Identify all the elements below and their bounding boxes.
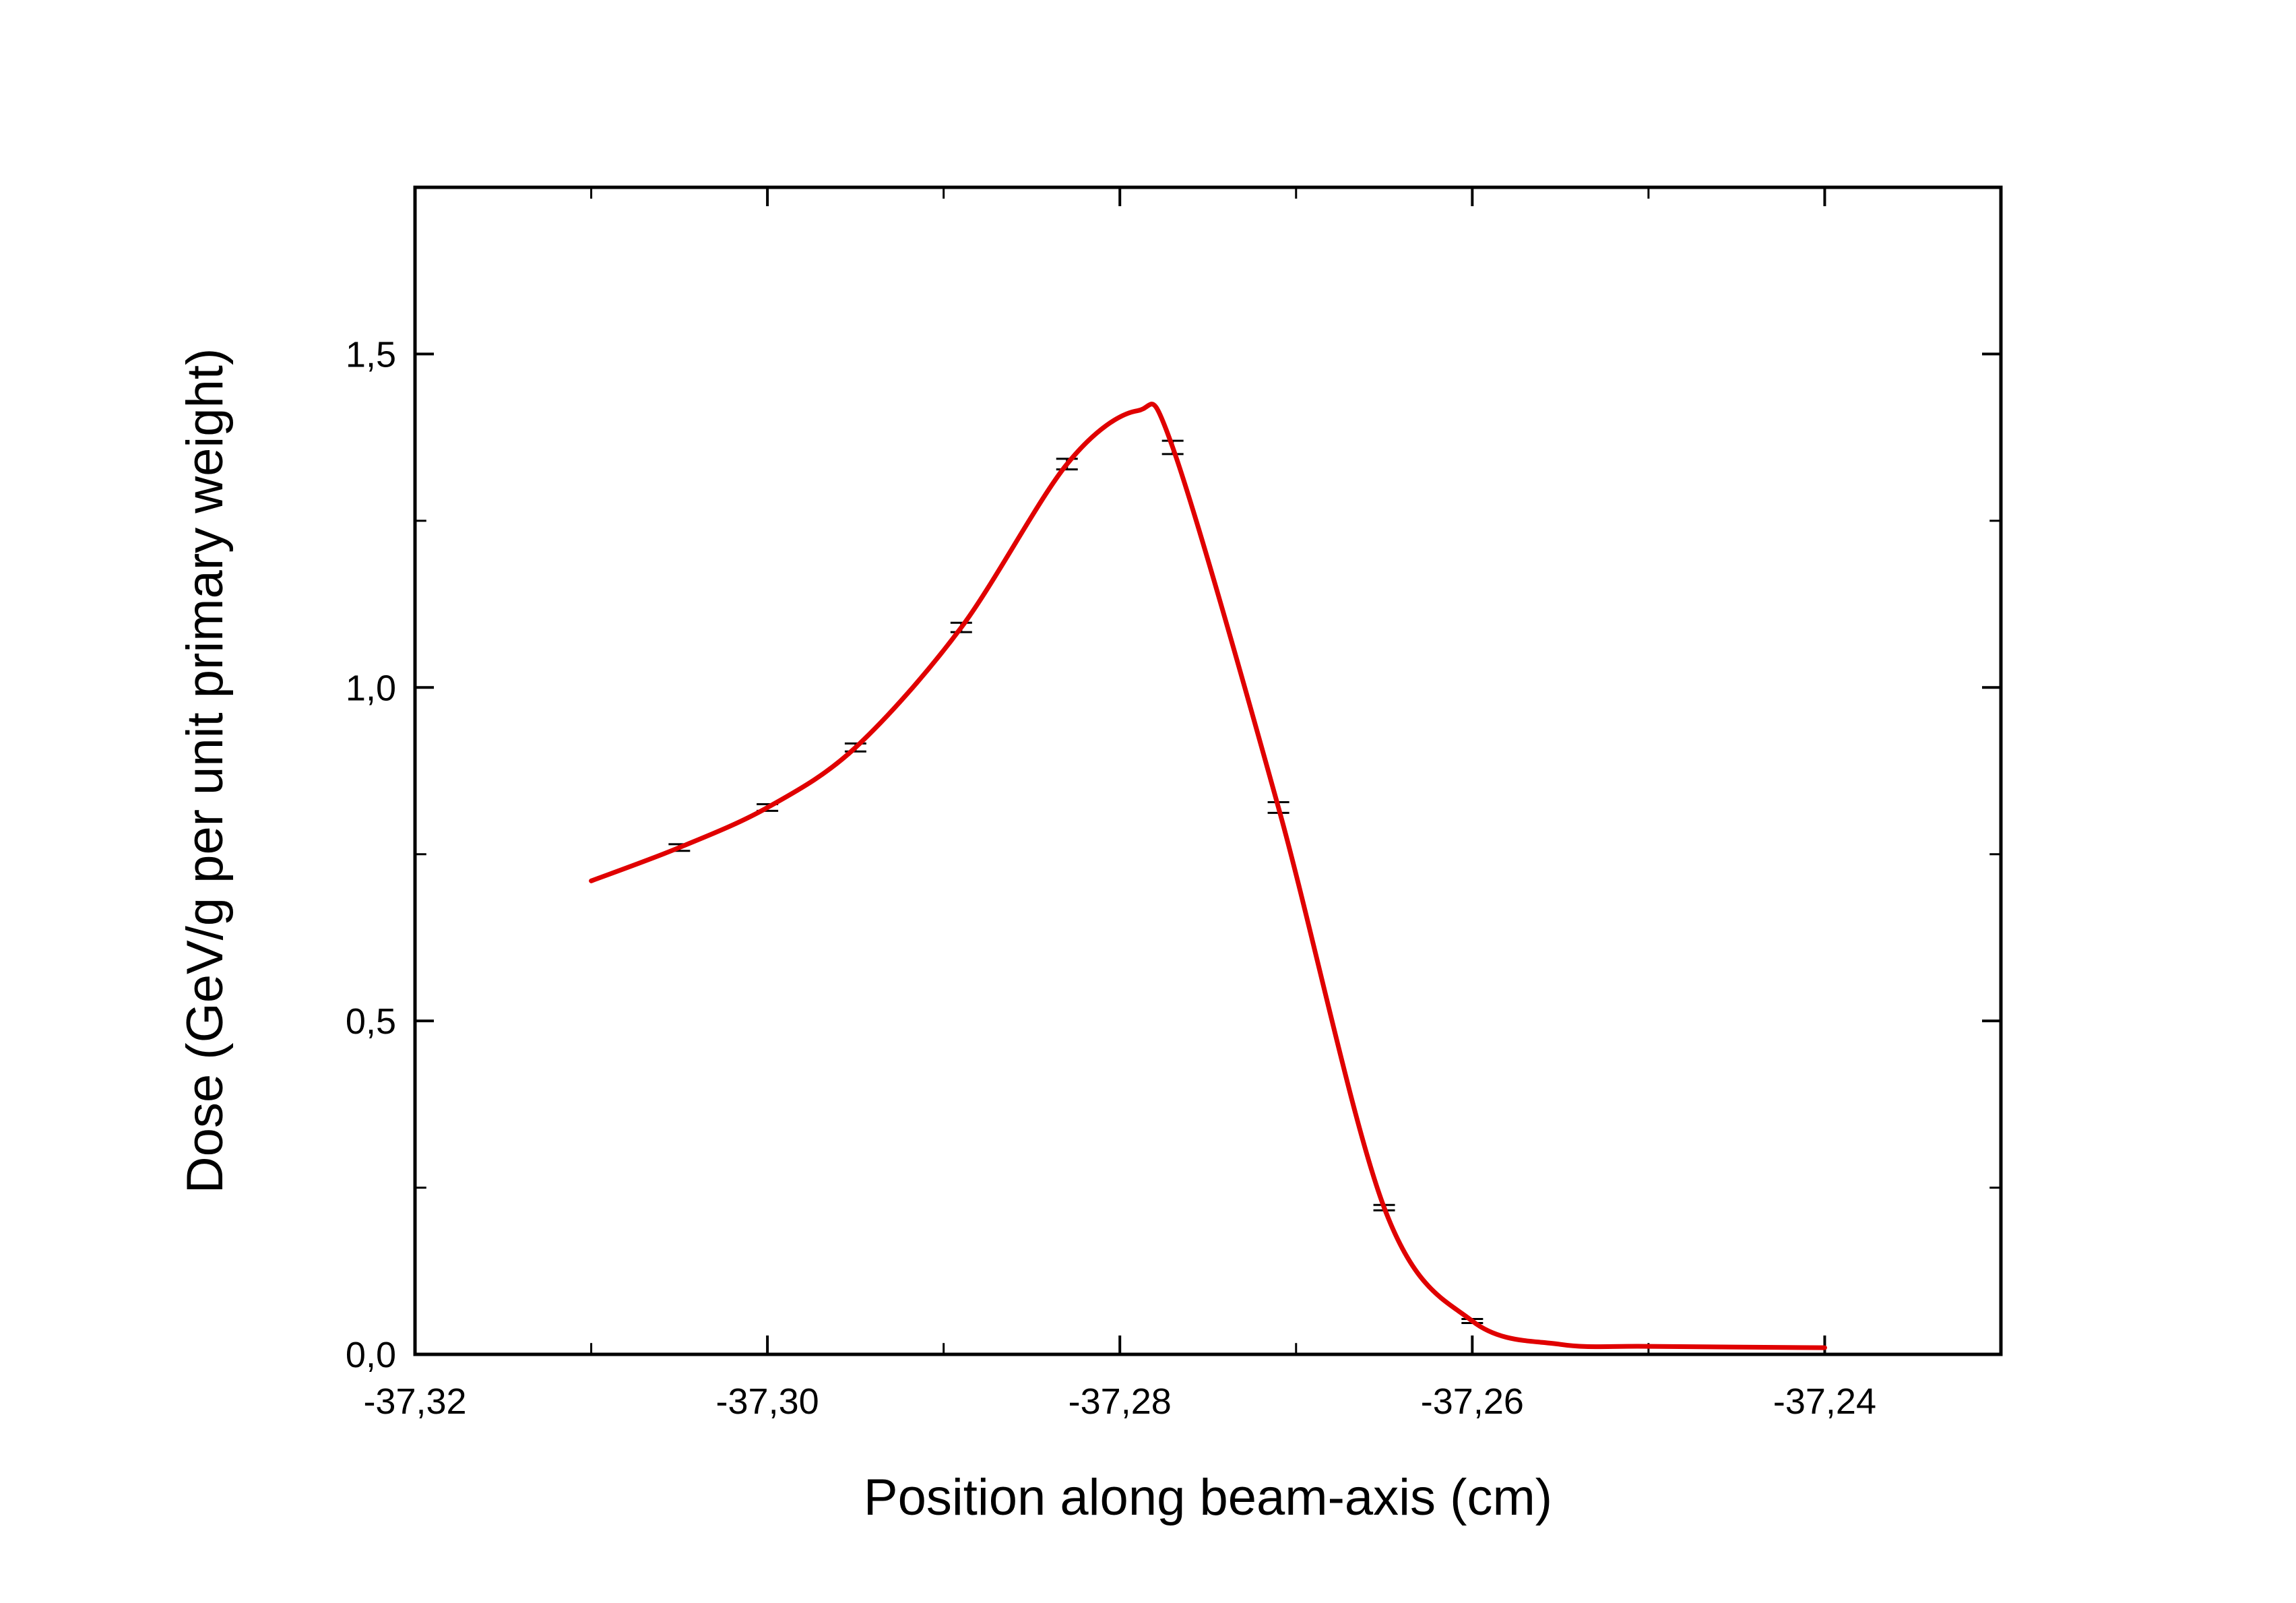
plot-frame: [413, 185, 2003, 1356]
x-tick-label: -37,32: [363, 1381, 466, 1422]
x-tick-label: -37,30: [716, 1381, 819, 1422]
y-axis-title: Dose (GeV/g per unit primary weight): [177, 348, 234, 1193]
series-line: [589, 402, 1827, 1350]
y-tick-label: 0,0: [346, 1335, 396, 1375]
x-tick-label: -37,28: [1069, 1381, 1172, 1422]
y-tick-label: 0,5: [346, 1001, 396, 1042]
series-0: [589, 402, 1827, 1350]
x-tick-label: -37,26: [1421, 1381, 1524, 1422]
x-tick-label: -37,24: [1773, 1381, 1876, 1422]
x-axis-title: Position along beam-axis (cm): [864, 1469, 1552, 1526]
series-line: [589, 402, 1827, 1350]
y-tick-label: 1,0: [346, 668, 396, 708]
series-1: [589, 402, 1827, 1350]
series-layer: [589, 402, 1827, 1350]
axis-ticks: -37,32 -37,30 -37,28 -37,26 -37,24 0,0 0,5 1,0 1…: [346, 187, 2001, 1422]
y-tick-label: 1,5: [346, 334, 396, 375]
